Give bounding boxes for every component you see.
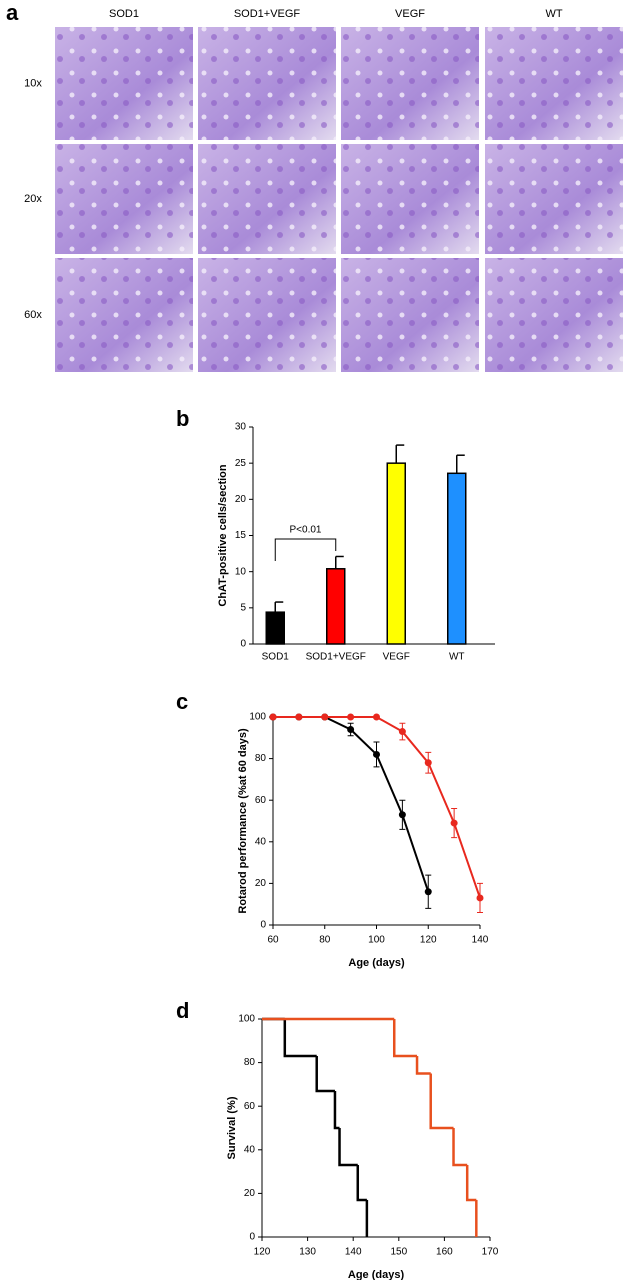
y-tick-label: 0 (260, 920, 266, 931)
x-tick-label: 60 (267, 935, 279, 946)
x-tick-label: 130 (299, 1247, 316, 1258)
panel-letter: d (176, 998, 189, 1023)
point (476, 894, 484, 902)
x-axis-label: Age (days) (348, 957, 405, 969)
y-tick-label: 5 (240, 602, 246, 613)
point (424, 888, 432, 896)
micrograph-texture (485, 258, 623, 372)
y-tick-label: 0 (249, 1232, 255, 1243)
bar (447, 472, 467, 645)
y-tick-label: 20 (235, 494, 247, 505)
column-label: WT (545, 8, 562, 20)
y-tick-label: 100 (238, 1014, 255, 1025)
survival-step (465, 1165, 477, 1202)
column-label: SOD1 (109, 8, 139, 20)
y-tick-label: 0 (240, 639, 246, 650)
x-tick-label: 140 (345, 1247, 362, 1258)
x-tick-label: 80 (319, 935, 331, 946)
x-axis-label: Age (days) (348, 1269, 405, 1280)
micrograph-texture (55, 27, 193, 140)
significance-bracket (274, 538, 337, 561)
micrograph-texture (341, 258, 479, 372)
point (373, 750, 380, 758)
bar (265, 611, 285, 645)
point (321, 713, 329, 721)
y-tick-label: 10 (235, 566, 247, 577)
y-tick-label: 40 (244, 1144, 256, 1155)
x-tick-label: SOD1+VEGF (306, 652, 366, 663)
y-tick-label: 80 (244, 1057, 256, 1068)
row-label: 60x (24, 309, 42, 321)
y-tick-label: 60 (244, 1101, 256, 1112)
micrograph-texture (341, 144, 479, 254)
x-tick-label: 140 (472, 935, 489, 946)
survival-step (356, 1165, 367, 1202)
point (450, 819, 458, 827)
point (347, 713, 355, 721)
y-tick-label: 80 (255, 753, 267, 764)
survival-step (333, 1090, 340, 1130)
y-axis-label: Rotarod performance (%at 60 days) (237, 728, 249, 914)
point (373, 713, 380, 721)
micrograph-texture (198, 258, 336, 372)
y-tick-label: 20 (244, 1188, 256, 1199)
survival-step (429, 1073, 454, 1130)
y-tick-label: 60 (255, 795, 267, 806)
x-tick-label: 170 (482, 1247, 499, 1258)
survival-step (283, 1019, 317, 1058)
x-tick-label: 120 (254, 1247, 271, 1258)
point (398, 811, 406, 819)
bar (386, 462, 406, 645)
y-axis-label: ChAT-positive cells/section (217, 464, 229, 607)
point (269, 713, 277, 721)
bar (326, 568, 346, 645)
y-tick-label: 20 (255, 878, 267, 889)
y-tick-label: 30 (235, 422, 247, 433)
panel-letter: c (176, 689, 188, 714)
x-tick-label: VEGF (383, 652, 410, 663)
survival-step (392, 1019, 418, 1058)
x-tick-label: WT (449, 652, 465, 663)
micrograph-texture (485, 27, 623, 140)
row-label: 10x (24, 77, 42, 89)
y-axis-label: Survival (%) (226, 1096, 238, 1159)
survival-step (452, 1128, 468, 1167)
annotation: P<0.01 (290, 525, 322, 536)
micrograph-texture (55, 144, 193, 254)
micrograph-texture (341, 27, 479, 140)
panel-letter: a (6, 0, 19, 25)
point (295, 713, 303, 721)
survival-step (315, 1056, 335, 1093)
x-tick-label: 160 (436, 1247, 453, 1258)
y-tick-label: 40 (255, 836, 267, 847)
x-tick-label: 100 (368, 935, 385, 946)
survival-step (338, 1128, 358, 1167)
point (424, 759, 432, 767)
x-tick-label: 150 (390, 1247, 407, 1258)
micrograph-texture (55, 258, 193, 372)
micrograph-texture (198, 144, 336, 254)
column-label: VEGF (395, 8, 425, 20)
survival-step (415, 1056, 431, 1075)
y-tick-label: 15 (235, 530, 247, 541)
column-label: SOD1+VEGF (234, 8, 301, 20)
point (347, 725, 355, 733)
point (398, 728, 406, 736)
micrograph-texture (198, 27, 336, 140)
y-tick-label: 25 (235, 458, 247, 469)
line (273, 716, 430, 893)
y-tick-label: 100 (249, 712, 266, 723)
row-label: 20x (24, 193, 42, 205)
x-tick-label: SOD1 (262, 652, 290, 663)
panel-letter: b (176, 406, 189, 431)
x-tick-label: 120 (420, 935, 437, 946)
micrograph-grid: SOD1 SOD1+VEGF VEGF WT 10x 20x 60x (24, 8, 623, 372)
micrograph-texture (485, 144, 623, 254)
